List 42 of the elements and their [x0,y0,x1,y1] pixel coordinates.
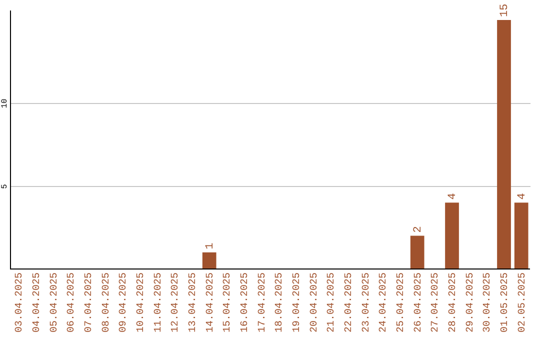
x-tick-label: 18.04.2025 [274,272,286,333]
x-tick-label: 02.05.2025 [517,272,528,333]
x-tick-label: 24.04.2025 [378,272,390,333]
x-tick-label: 19.04.2025 [292,272,303,333]
x-tick-label: 21.04.2025 [326,272,338,333]
data-label: 1 [204,242,216,250]
x-tick-label: 26.04.2025 [413,272,424,333]
bar [202,252,216,269]
x-tick-label: 22.04.2025 [344,272,355,333]
x-tick-label: 06.04.2025 [66,272,78,333]
x-tick-label: 30.04.2025 [482,272,494,333]
x-tick-label: 07.04.2025 [84,272,95,333]
bar [410,236,424,269]
data-label: 2 [412,226,424,233]
x-tick-label: 11.04.2025 [153,272,164,333]
x-tick-label: 15.04.2025 [222,272,234,333]
bar [514,202,528,269]
bar [445,202,459,269]
x-tick-label: 04.04.2025 [32,272,43,333]
x-tick-label: 28.04.2025 [448,272,459,333]
x-tick-label: 05.04.2025 [49,272,60,333]
x-tick-label: 13.04.2025 [188,272,199,333]
y-tick-label: 10 [0,98,10,108]
x-tick-label: 29.04.2025 [465,272,476,333]
data-label: 15 [499,4,511,17]
data-label: 4 [447,192,459,200]
x-tick-label: 01.05.2025 [500,272,511,333]
x-tick-label: 16.04.2025 [240,272,251,333]
x-tick-label: 23.04.2025 [361,272,372,333]
data-label: 4 [516,192,528,200]
x-tick-label: 27.04.2025 [430,272,442,333]
x-tick-label: 14.04.2025 [205,272,216,333]
x-tick-label: 25.04.2025 [396,272,407,333]
x-tick-label: 03.04.2025 [14,272,26,333]
x-tick-label: 10.04.2025 [136,272,147,333]
x-tick-label: 20.04.2025 [309,272,320,333]
x-tick-label: 12.04.2025 [170,272,182,333]
x-tick-label: 09.04.2025 [118,272,130,333]
y-tick-label: 5 [0,184,10,189]
x-tick-label: 08.04.2025 [101,272,112,333]
bar [497,20,511,269]
x-tick-label: 17.04.2025 [257,272,268,333]
